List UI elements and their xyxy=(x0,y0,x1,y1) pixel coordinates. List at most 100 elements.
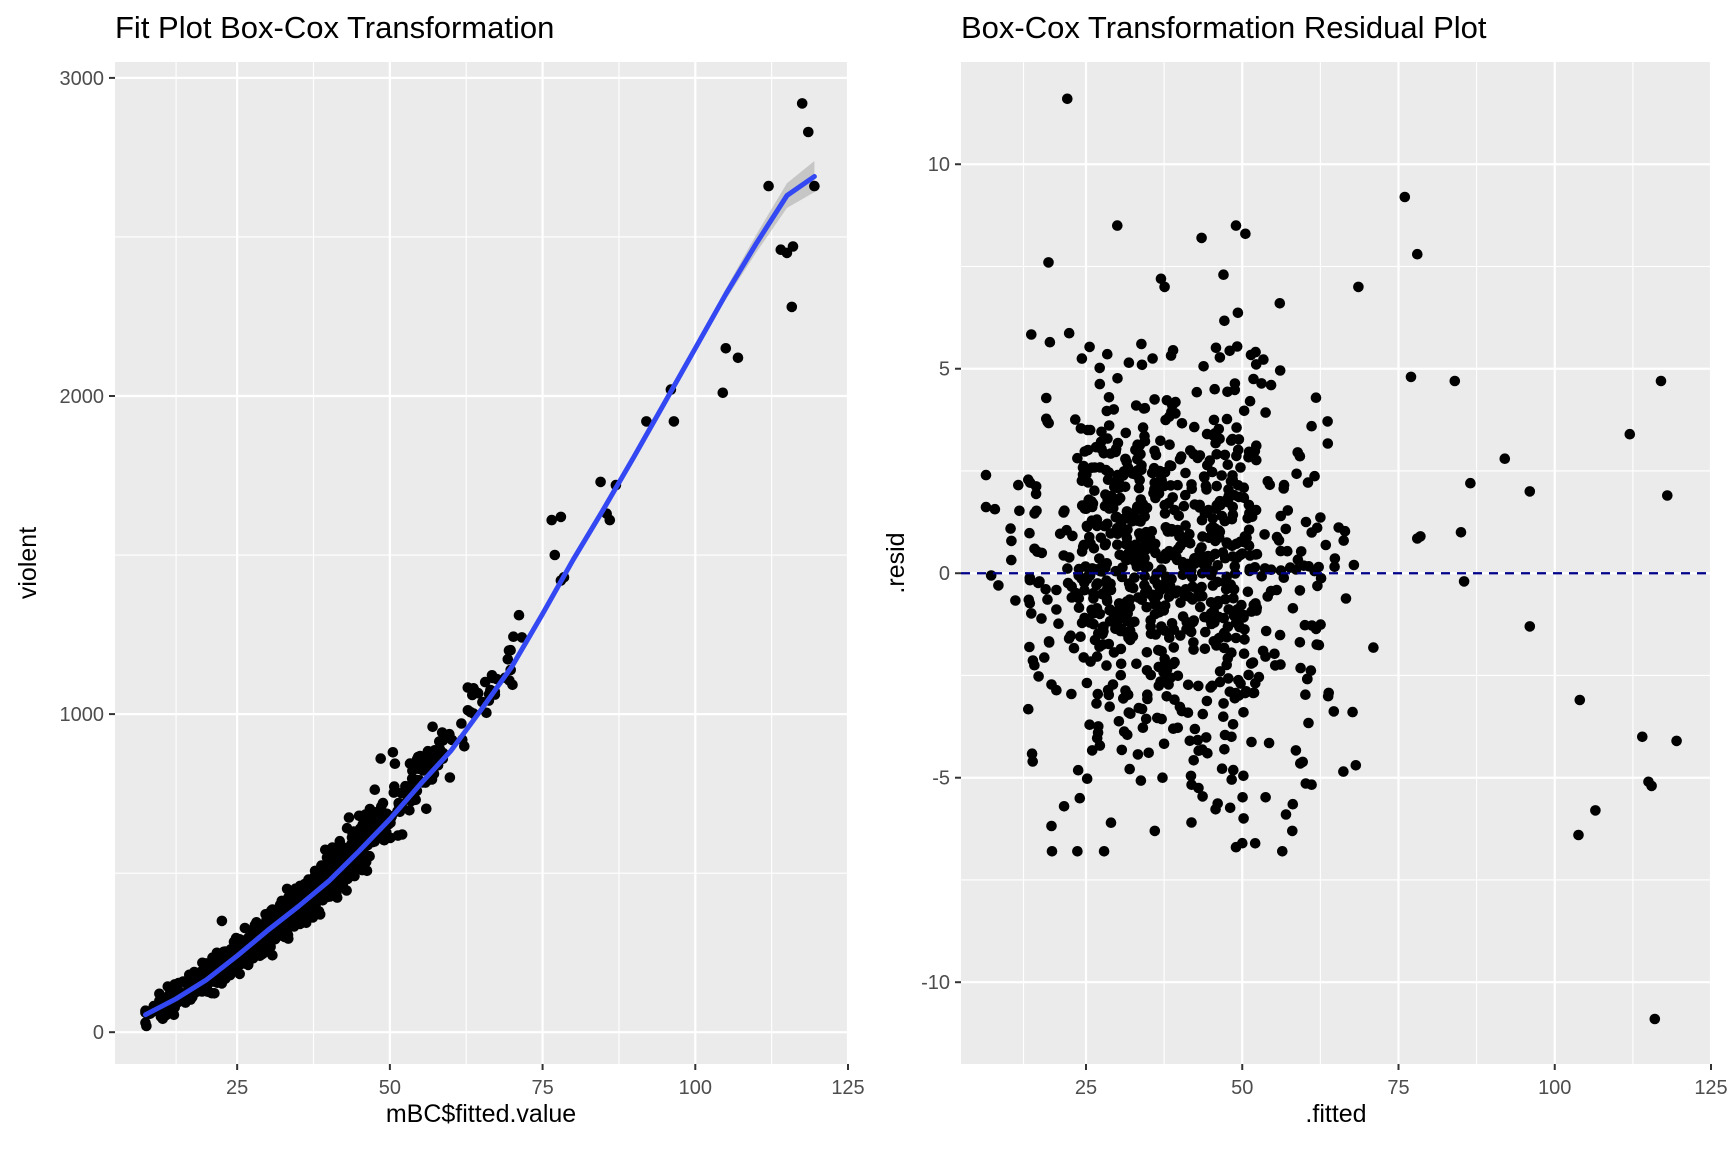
resid-data-point xyxy=(1238,405,1250,417)
resid-data-point xyxy=(1180,467,1191,479)
resid-data-point xyxy=(1309,470,1320,482)
resid-data-point xyxy=(1119,552,1131,564)
resid-data-point xyxy=(1205,682,1216,693)
fit-x-tick-label: 100 xyxy=(679,1077,712,1099)
resid-data-point xyxy=(1637,731,1648,743)
fit-data-point xyxy=(803,126,814,138)
fit-data-point xyxy=(385,832,396,844)
fit-plot-points xyxy=(140,98,820,1032)
resid-data-point xyxy=(1524,486,1536,497)
resid-data-point xyxy=(1240,686,1252,697)
fit-data-point xyxy=(407,765,418,776)
resid-data-point xyxy=(1174,454,1186,465)
resid-data-point xyxy=(1078,539,1090,551)
resid-data-point xyxy=(1152,712,1163,724)
resid-data-point xyxy=(1228,764,1239,776)
resid-data-point xyxy=(1169,656,1180,668)
fit-data-point xyxy=(502,654,514,665)
resid-data-point xyxy=(1091,698,1102,709)
resid-data-point xyxy=(1026,608,1037,619)
resid-data-point xyxy=(1200,732,1212,743)
resid-data-point xyxy=(1089,485,1100,497)
resid-data-point xyxy=(1164,632,1175,643)
resid-data-point xyxy=(1108,502,1119,514)
resid-data-point xyxy=(1246,736,1257,748)
resid-data-point xyxy=(1102,348,1113,360)
fit-data-point xyxy=(513,609,525,621)
resid-data-point xyxy=(1096,443,1107,455)
resid-data-point xyxy=(1220,594,1231,605)
resid-data-point xyxy=(1243,446,1255,458)
resid-data-point xyxy=(1140,713,1152,725)
resid-data-point xyxy=(1256,378,1267,389)
resid-data-point xyxy=(1168,642,1180,653)
resid-data-point xyxy=(1124,634,1136,646)
resid-data-point xyxy=(1042,416,1053,428)
resid-data-point xyxy=(1132,465,1143,476)
fit-data-point xyxy=(249,922,261,934)
fit-data-point xyxy=(456,718,467,729)
resid-data-point xyxy=(1204,614,1216,625)
fit-data-point xyxy=(404,805,415,816)
resid-data-point xyxy=(1084,531,1095,543)
resid-data-point xyxy=(1136,338,1147,350)
resid-data-point xyxy=(1227,501,1238,513)
resid-data-point xyxy=(1202,748,1213,759)
resid-x-tick-label: 25 xyxy=(1075,1077,1097,1099)
resid-data-point xyxy=(1161,583,1172,594)
resid-data-point xyxy=(1108,647,1120,658)
resid-data-point xyxy=(1076,573,1087,584)
resid-data-point xyxy=(1167,400,1178,411)
resid-data-point xyxy=(1142,693,1153,705)
resid-data-point xyxy=(1024,574,1036,586)
fit-data-point xyxy=(341,822,353,834)
resid-data-point xyxy=(1110,446,1121,458)
resid-data-point xyxy=(1140,544,1152,555)
resid-data-point xyxy=(1112,437,1124,449)
resid-data-point xyxy=(1196,514,1208,526)
resid-data-point xyxy=(1184,528,1195,540)
resid-data-point xyxy=(1075,631,1086,642)
resid-data-point xyxy=(1219,552,1231,564)
resid-data-point xyxy=(1096,426,1107,438)
resid-data-point xyxy=(1219,744,1230,755)
resid-data-point xyxy=(1196,581,1207,593)
resid-data-point xyxy=(1058,550,1069,561)
resid-data-point xyxy=(1218,269,1229,281)
resid-data-point xyxy=(1135,531,1147,543)
resid-data-point xyxy=(1315,512,1326,523)
resid-data-point xyxy=(1051,584,1062,596)
fit-data-point xyxy=(316,860,327,871)
resid-data-point xyxy=(1219,449,1231,461)
resid-data-point xyxy=(1197,708,1209,720)
resid-data-point xyxy=(1274,365,1286,376)
resid-data-point xyxy=(1211,449,1222,460)
resid-data-point xyxy=(1259,529,1270,540)
resid-data-point xyxy=(1104,616,1116,627)
fit-data-point xyxy=(387,747,399,758)
fit-data-point xyxy=(216,915,228,927)
resid-data-point xyxy=(1329,553,1341,564)
fit-data-point xyxy=(267,950,278,961)
resid-data-point xyxy=(1112,528,1123,540)
resid-data-point xyxy=(1046,679,1057,690)
resid-data-point xyxy=(1172,524,1183,536)
resid-data-point xyxy=(1302,673,1313,685)
resid-data-point xyxy=(1260,625,1272,637)
resid-data-point xyxy=(1133,592,1144,603)
resid-data-point xyxy=(1072,846,1083,857)
resid-data-point xyxy=(1153,601,1165,613)
resid-data-point xyxy=(1186,483,1198,495)
fit-data-point xyxy=(334,835,346,847)
resid-data-point xyxy=(1092,688,1104,700)
resid-data-point xyxy=(1191,386,1203,398)
resid-data-point xyxy=(1209,383,1220,395)
resid-data-point xyxy=(1312,580,1323,592)
resid-data-point xyxy=(1227,474,1238,485)
resid-data-point xyxy=(1013,479,1024,491)
resid-data-point xyxy=(1201,428,1213,440)
resid-data-point xyxy=(1224,802,1236,814)
fit-data-point xyxy=(389,781,400,792)
resid-data-point xyxy=(1147,353,1158,364)
resid-data-point xyxy=(1157,772,1168,783)
